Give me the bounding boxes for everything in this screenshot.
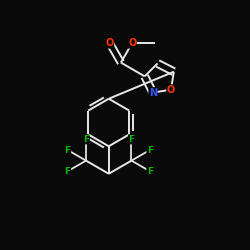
- Text: F: F: [64, 146, 71, 154]
- Text: N: N: [149, 88, 157, 98]
- Text: F: F: [147, 146, 153, 154]
- Text: F: F: [64, 167, 71, 176]
- Text: F: F: [83, 135, 89, 144]
- Text: F: F: [128, 135, 134, 144]
- Text: O: O: [128, 38, 136, 48]
- Text: F: F: [147, 167, 153, 176]
- Text: O: O: [106, 38, 114, 48]
- Text: O: O: [167, 85, 175, 95]
